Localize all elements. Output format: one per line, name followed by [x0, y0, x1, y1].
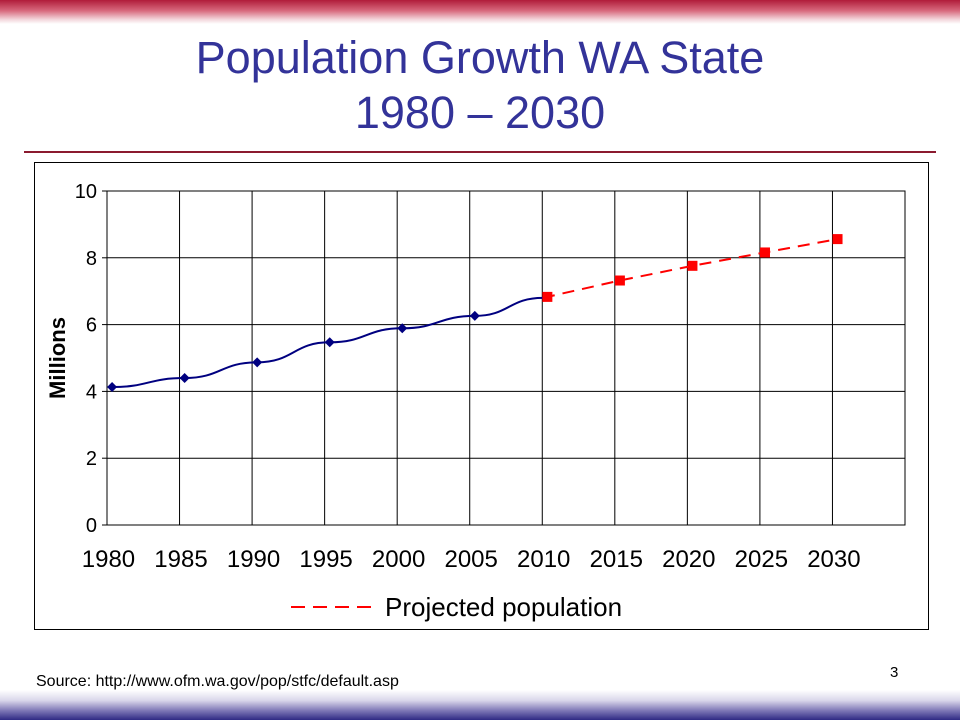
actual-population-point: [469, 310, 480, 321]
x-tick-label: 2000: [372, 546, 425, 573]
x-tick-label: 2025: [735, 546, 788, 573]
projected-population-point: [832, 234, 843, 245]
x-tick-label: 2015: [590, 546, 643, 573]
slide-title-line1: Population Growth WA State: [195, 32, 765, 83]
actual-population-point: [324, 337, 335, 348]
source-note: Source: http://www.ofm.wa.gov/pop/stfc/d…: [36, 673, 399, 690]
projected-population-point: [687, 260, 698, 271]
actual-population-point: [107, 382, 118, 393]
y-tick-label: 10: [75, 181, 97, 203]
projected-population-point: [614, 275, 625, 286]
actual-population-point: [397, 323, 408, 334]
y-tick-label: 8: [86, 248, 97, 270]
x-tick-label: 2010: [517, 546, 570, 573]
y-tick-label: 4: [86, 381, 97, 403]
x-tick-label: 1995: [299, 546, 352, 573]
x-tick-label: 1985: [154, 546, 207, 573]
actual-population-point: [179, 373, 190, 384]
slide-title: Population Growth WA State 1980 – 2030: [0, 30, 960, 140]
x-tick-label: 2005: [444, 546, 497, 573]
y-tick-label: 2: [86, 448, 97, 470]
x-tick-label: 2020: [662, 546, 715, 573]
y-tick-label: 6: [86, 315, 97, 337]
title-divider: [24, 151, 936, 153]
legend-label-projected: Projected population: [385, 592, 622, 622]
projected-population-point: [542, 291, 553, 302]
plot-area: [106, 190, 906, 526]
top-gradient-band: [0, 0, 960, 24]
page-number: 3: [890, 664, 899, 681]
slide-title-line2: 1980 – 2030: [354, 87, 606, 138]
bottom-gradient-band: [0, 690, 960, 720]
x-tick-label: 2030: [807, 546, 860, 573]
chart-frame: 0 2 4 6 8 10 1980 1985 1990 1995 2000 2005 2010 2015 2…: [34, 162, 929, 630]
population-chart: 0 2 4 6 8 10 1980 1985 1990 1995 2000 2005 2010 2015 2…: [45, 181, 906, 622]
projected-population-point: [759, 247, 770, 258]
x-tick-label: 1980: [82, 546, 135, 573]
y-tick-label: 0: [86, 515, 97, 537]
y-axis-label: Millions: [45, 317, 70, 399]
actual-population-point: [252, 357, 263, 368]
x-tick-label: 1990: [227, 546, 280, 573]
